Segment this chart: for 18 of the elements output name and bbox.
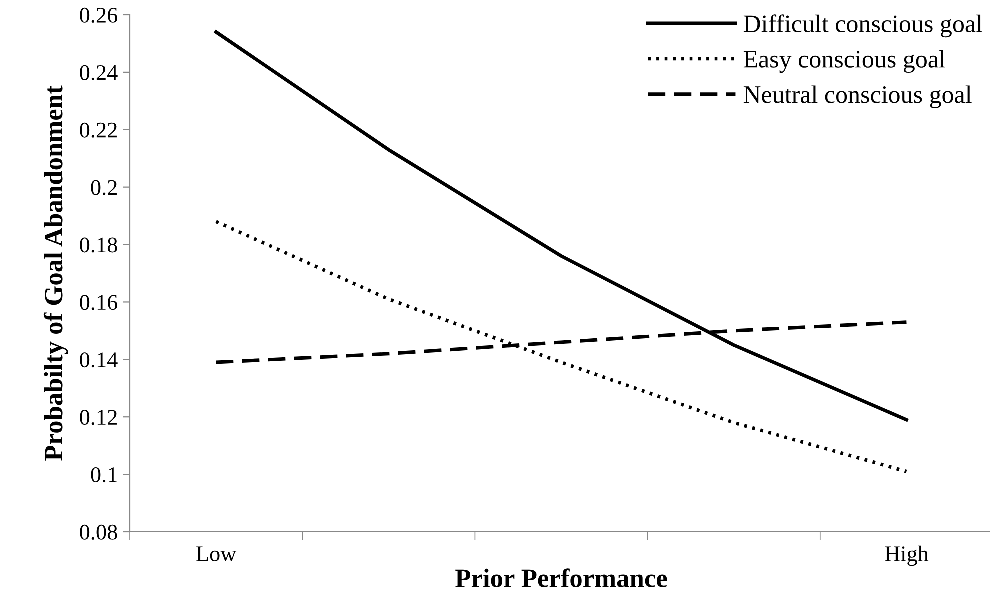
y-axis-title: Probabilty of Goal Abandonment — [44, 86, 68, 461]
legend-label: Difficult conscious goal — [744, 14, 982, 38]
y-tick-label: 0.08 — [80, 524, 118, 540]
y-tick-label: 0.12 — [80, 410, 117, 426]
x-tick-label: High — [885, 546, 929, 566]
x-tick-label: Low — [196, 546, 237, 562]
legend-label: Neutral conscious goal — [744, 86, 972, 108]
y-tick-label: 0.22 — [80, 122, 117, 138]
y-tick-label: 0.24 — [80, 65, 118, 80]
x-axis-title: Prior Performance — [456, 568, 668, 588]
y-tick-label: 0.26 — [80, 8, 118, 24]
y-tick-label: 0.14 — [80, 352, 118, 368]
y-tick-label: 0.16 — [80, 295, 118, 310]
y-tick-label: 0.1 — [91, 467, 117, 483]
line-series — [214, 220, 908, 474]
y-tick-label: 0.2 — [91, 180, 117, 196]
legend-label: Easy conscious goal — [744, 50, 946, 74]
y-tick-label: 0.18 — [80, 238, 118, 253]
